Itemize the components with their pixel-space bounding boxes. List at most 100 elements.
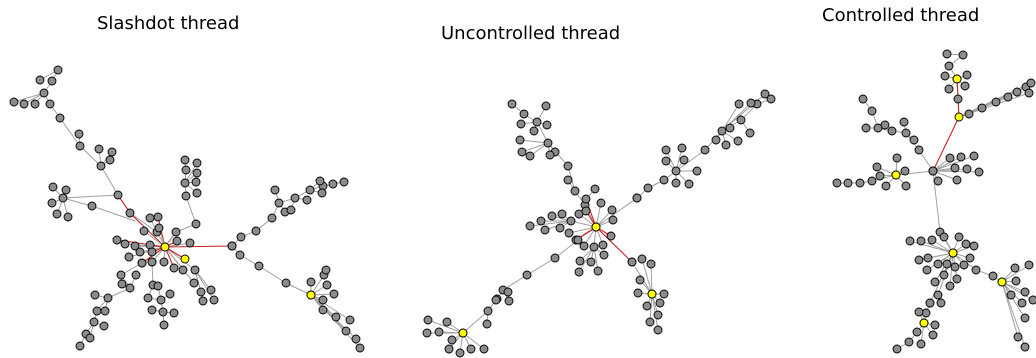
node (933, 259, 943, 269)
edge (920, 240, 954, 254)
node (928, 330, 938, 340)
node (124, 252, 134, 262)
node (227, 241, 237, 251)
node (281, 278, 291, 288)
node (191, 219, 201, 229)
node (579, 241, 589, 251)
node (589, 242, 599, 252)
node (940, 71, 950, 81)
highlight-edge (595, 226, 633, 263)
node (525, 151, 535, 161)
node (9, 97, 19, 107)
node (900, 166, 910, 176)
highlight-node (919, 318, 929, 328)
node (930, 320, 940, 330)
node (574, 267, 584, 277)
node (700, 145, 710, 155)
node (345, 315, 355, 325)
node (99, 321, 109, 331)
node (355, 343, 365, 353)
node (645, 317, 655, 327)
node (192, 158, 202, 168)
node (977, 103, 987, 113)
highlight-node (180, 254, 190, 264)
edge (91, 205, 136, 222)
node (105, 155, 115, 165)
node (158, 307, 168, 317)
node (867, 176, 877, 186)
highlight-node (591, 222, 601, 232)
node (180, 178, 190, 188)
node (482, 319, 492, 329)
node (75, 141, 85, 151)
highlight-edge (932, 116, 960, 172)
node (945, 281, 955, 291)
node (434, 327, 444, 337)
node (965, 253, 975, 263)
node (329, 289, 339, 299)
node (318, 295, 328, 305)
node (236, 232, 246, 242)
node (422, 328, 432, 338)
node (555, 223, 565, 233)
node (178, 265, 188, 275)
node (47, 76, 57, 86)
node (659, 175, 669, 185)
edge (310, 294, 351, 321)
node (563, 175, 573, 185)
node (143, 293, 153, 303)
node (45, 99, 55, 109)
node (159, 320, 169, 330)
node (923, 253, 933, 263)
node (103, 293, 113, 303)
node-layer (9, 49, 1036, 358)
node (927, 235, 937, 245)
highlight-node (647, 289, 657, 299)
node (92, 306, 102, 316)
edge (519, 139, 549, 144)
node (125, 208, 135, 218)
node (655, 298, 665, 308)
node (1012, 87, 1022, 97)
node (766, 94, 776, 104)
node (971, 265, 981, 275)
node (855, 178, 865, 188)
node (887, 126, 897, 136)
edge (578, 246, 595, 273)
node (47, 198, 57, 208)
node (112, 235, 122, 245)
node (832, 178, 842, 188)
node (113, 190, 123, 200)
node (721, 140, 731, 150)
node (959, 260, 969, 270)
node (570, 186, 580, 196)
node (942, 49, 952, 59)
node (936, 298, 946, 308)
edge (595, 197, 638, 228)
node (954, 232, 964, 242)
node (646, 259, 656, 269)
node (306, 277, 316, 287)
node (590, 184, 600, 194)
edge (1001, 264, 1030, 283)
node (165, 289, 175, 299)
node (305, 185, 315, 195)
node (286, 205, 296, 215)
node (171, 227, 181, 237)
node (1017, 298, 1027, 308)
edge (932, 155, 975, 172)
node (573, 235, 583, 245)
node (19, 99, 29, 109)
node (581, 206, 591, 216)
node (939, 232, 949, 242)
node (711, 135, 721, 145)
node (960, 81, 970, 91)
node (593, 266, 603, 276)
node (52, 209, 62, 219)
node (961, 239, 971, 249)
node (1003, 92, 1013, 102)
node (61, 185, 71, 195)
node (725, 123, 735, 133)
highlight-node (954, 112, 964, 122)
